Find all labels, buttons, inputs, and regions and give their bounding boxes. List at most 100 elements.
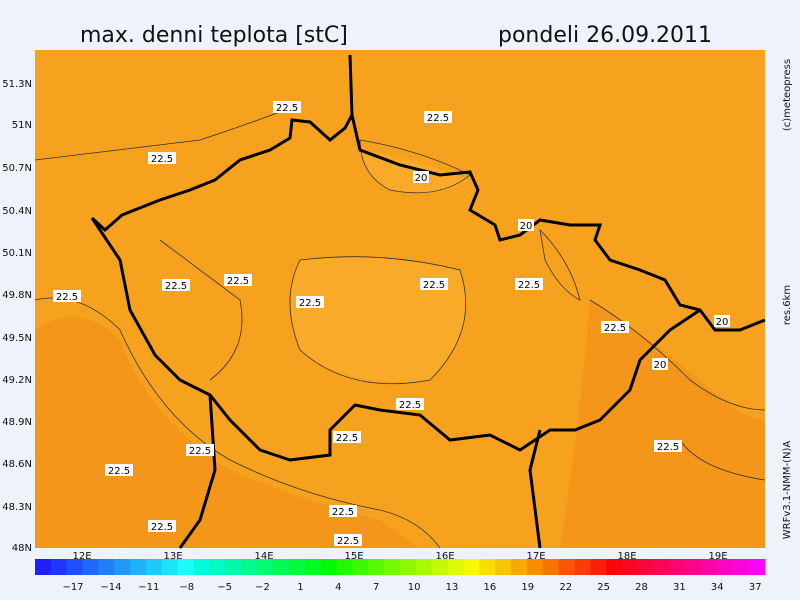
side-label: res.6km (782, 285, 793, 325)
contour-label: 22.5 (151, 154, 173, 165)
colorbar-label: −11 (138, 582, 159, 593)
lat-label: 50.7N (2, 163, 32, 174)
colorbar-cell (82, 559, 99, 575)
lat-label: 48N (12, 543, 32, 554)
contour-label: 22.5 (336, 433, 358, 444)
contour-label: 22.5 (151, 522, 173, 533)
colorbar-cell (590, 559, 607, 575)
lat-label: 51.3N (2, 79, 32, 90)
colorbar-cell (368, 559, 385, 575)
colorbar-label: 22 (559, 582, 572, 593)
colorbar-cell (146, 559, 163, 575)
colorbar-cell (130, 559, 147, 575)
colorbar-label: −17 (62, 582, 83, 593)
lat-label: 48.9N (2, 417, 32, 428)
colorbar-cell (225, 559, 242, 575)
colorbar-cell (495, 559, 512, 575)
contour-label: 22.5 (227, 276, 249, 287)
colorbar-cell (669, 559, 687, 575)
colorbar-cell (177, 559, 195, 575)
colorbar-label: −8 (179, 582, 194, 593)
contour-label: 22.5 (427, 113, 449, 124)
side-label: (c)meteopress (782, 59, 793, 131)
lon-label: 16E (435, 551, 454, 562)
colorbar-label: 1 (297, 582, 303, 593)
colorbar-label: 19 (521, 582, 534, 593)
colorbar-label: 4 (335, 582, 341, 593)
colorbar-cell (558, 559, 576, 575)
contour-label-box (105, 464, 133, 476)
contour-label: 22.5 (108, 466, 130, 477)
colorbar-cell (447, 559, 464, 575)
contour-label: 22.5 (189, 446, 211, 457)
contour-label: 22.5 (276, 103, 298, 114)
contour-label-box (53, 290, 81, 302)
contour-label-box (148, 520, 176, 532)
lat-label: 50.4N (2, 206, 32, 217)
colorbar-cell (66, 559, 84, 575)
contour-label-box (162, 279, 190, 291)
colorbar-cell (653, 559, 671, 575)
labels: (c)meteopress res.6km WRFv3.1-NMM-(N)A 51.3… (2, 59, 793, 593)
contour-label: 22.5 (332, 507, 354, 518)
contour-label-box (515, 278, 543, 290)
contour-label: 22.5 (56, 292, 78, 303)
colorbar-cell (431, 559, 449, 575)
colorbar-cell (511, 559, 528, 575)
lon-label: 19E (708, 551, 727, 562)
colorbar-cell (288, 559, 306, 575)
warm-patches (35, 300, 765, 548)
lon-label: 13E (163, 551, 182, 562)
lon-label: 18E (617, 551, 636, 562)
lat-label: 50.1N (2, 248, 32, 259)
lat-label: 49.8N (2, 290, 32, 301)
colorbar-cell (717, 559, 734, 575)
colorbar-label: 10 (408, 582, 421, 593)
colorbar-cell (400, 559, 417, 575)
colorbar-label: −5 (217, 582, 232, 593)
contour-label-box (186, 444, 214, 456)
lat-label: 51N (12, 120, 32, 131)
contour-label-box (334, 534, 362, 546)
colorbar-label: 7 (373, 582, 379, 593)
contour-label-box (396, 398, 424, 410)
contour-label: 22.5 (337, 536, 359, 547)
contour-label: 22.5 (399, 400, 421, 411)
contour-label: 22.5 (299, 298, 321, 309)
colorbar-cell (749, 559, 766, 575)
colorbar-cell (352, 559, 369, 575)
contour-label-box (424, 111, 452, 123)
contour-label-box (413, 171, 429, 183)
colorbar-label: 25 (597, 582, 610, 593)
lat-label: 49.5N (2, 333, 32, 344)
contour-label-box (148, 152, 176, 164)
contour-label: 20 (654, 360, 667, 371)
contour-label-box (518, 219, 534, 231)
contour-label-box (224, 274, 252, 286)
colorbar-cell (685, 559, 703, 575)
contour-label-box (652, 358, 668, 370)
date: pondeli 26.09.2011 (498, 23, 712, 48)
colorbar-label: 34 (711, 582, 724, 593)
contour-label: 20 (415, 173, 428, 184)
colorbar-cell (304, 559, 322, 575)
contour-label: 22.5 (165, 281, 187, 292)
colorbar-cell (415, 559, 433, 575)
contour-label-box (601, 321, 629, 333)
lat-label: 48.3N (2, 502, 32, 513)
colorbar-cell (193, 559, 211, 575)
contour-label: 22.5 (657, 442, 679, 453)
colorbar-label: 16 (484, 582, 497, 593)
lat-label: 49.2N (2, 375, 32, 386)
colorbar-label: 13 (446, 582, 459, 593)
contour-label: 20 (716, 317, 729, 328)
colorbar-label: 31 (673, 582, 686, 593)
colorbar-cell (114, 559, 131, 575)
colorbar-cell (320, 559, 338, 575)
colorbar-label: 28 (635, 582, 648, 593)
colorbar-cell (98, 559, 115, 575)
country-border (90, 54, 766, 549)
colorbar-cell (463, 559, 480, 575)
contour-label: 22.5 (423, 280, 445, 291)
